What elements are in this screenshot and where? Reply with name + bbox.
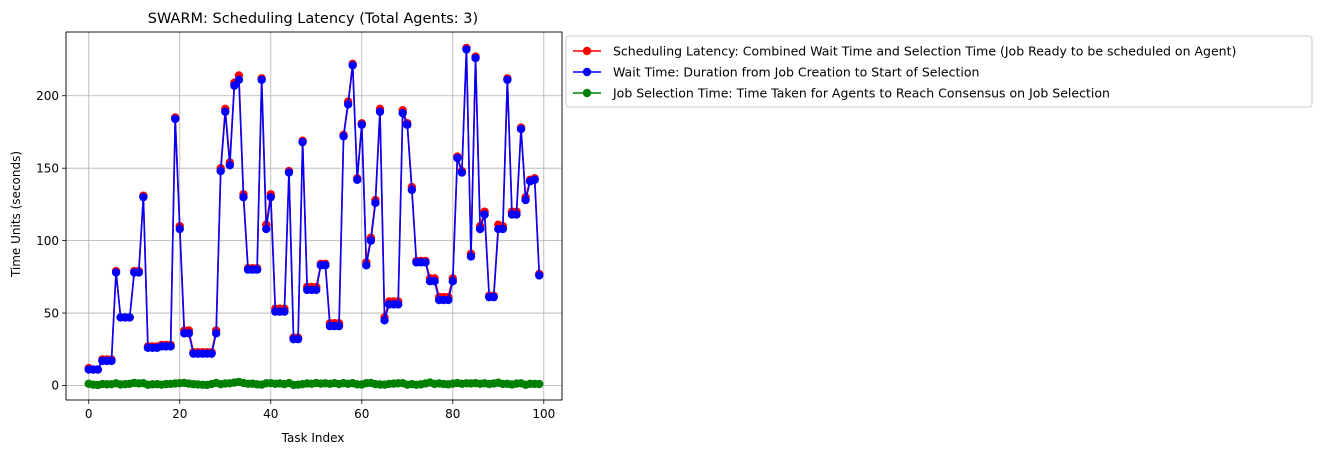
data-point — [252, 265, 262, 274]
data-point — [107, 356, 116, 366]
data-point — [471, 53, 480, 63]
data-point — [366, 236, 376, 245]
data-point — [262, 224, 271, 234]
data-point — [175, 224, 184, 234]
data-point — [444, 295, 453, 305]
data-point — [407, 185, 417, 195]
data-point — [393, 300, 403, 309]
data-point — [475, 224, 485, 234]
series-layer — [84, 43, 544, 390]
data-point — [403, 120, 412, 129]
y-tick-label: 0 — [51, 379, 59, 393]
data-point — [498, 224, 508, 234]
data-point — [284, 168, 294, 177]
data-point — [266, 192, 275, 202]
x-tick-label: 80 — [445, 407, 460, 421]
data-point — [398, 108, 407, 118]
data-point — [298, 137, 307, 147]
data-point — [343, 100, 353, 109]
data-point — [111, 268, 121, 277]
data-point — [139, 192, 148, 202]
data-point — [362, 261, 371, 270]
data-point — [221, 107, 230, 116]
data-point — [339, 132, 348, 141]
data-point — [211, 329, 221, 338]
data-point — [353, 175, 362, 184]
data-point — [489, 292, 498, 302]
data-point — [225, 161, 235, 170]
data-point — [93, 365, 103, 374]
data-point — [371, 198, 380, 208]
y-tick-label: 200 — [36, 89, 59, 103]
data-point — [357, 120, 366, 129]
x-tick-label: 20 — [172, 407, 187, 421]
x-tick-label: 60 — [354, 407, 369, 421]
data-point — [516, 124, 526, 134]
data-point — [207, 349, 216, 358]
data-point — [234, 75, 244, 85]
data-point — [466, 252, 476, 261]
y-axis-title: Time Units (seconds) — [9, 151, 23, 278]
data-point — [257, 75, 266, 85]
y-axis-ticks: 0 50 100 150 200 — [36, 89, 66, 393]
series-1 — [84, 45, 544, 374]
data-point — [535, 379, 544, 389]
data-point — [334, 321, 344, 331]
legend: Scheduling Latency: Combined Wait Time a… — [565, 35, 1313, 108]
y-tick-label: 50 — [44, 306, 59, 320]
data-point — [280, 307, 289, 316]
data-point — [375, 107, 385, 116]
legend-entry-wait-time: Wait Time: Duration from Job Creation to… — [573, 65, 979, 80]
data-point — [166, 342, 175, 351]
data-point — [348, 61, 357, 70]
x-tick-label: 0 — [85, 407, 93, 421]
legend-marker — [582, 88, 592, 98]
data-point — [312, 285, 321, 295]
y-tick-label: 150 — [36, 161, 59, 175]
data-point — [380, 316, 389, 325]
y-tick-label: 100 — [36, 234, 59, 248]
x-tick-label: 40 — [263, 407, 278, 421]
data-point — [530, 175, 539, 184]
legend-label: Scheduling Latency: Combined Wait Time a… — [613, 44, 1236, 59]
data-point — [293, 334, 303, 344]
data-point — [430, 277, 439, 286]
legend-box — [565, 35, 1313, 108]
chart-title: SWARM: Scheduling Latency (Total Agents:… — [148, 11, 478, 27]
data-point — [216, 166, 225, 176]
series-line — [88, 48, 541, 371]
x-axis-ticks: 0 20 40 60 80 100 — [85, 400, 555, 421]
legend-marker — [582, 46, 592, 56]
data-point — [134, 268, 144, 277]
data-point — [453, 153, 462, 163]
data-point — [512, 210, 521, 219]
legend-label: Job Selection Time: Time Taken for Agent… — [612, 86, 1110, 101]
data-point — [184, 329, 194, 338]
data-point — [171, 114, 180, 124]
legend-entry-job-selection-time: Job Selection Time: Time Taken for Agent… — [573, 86, 1110, 101]
data-point — [480, 210, 489, 219]
data-point — [503, 75, 512, 85]
legend-marker — [582, 67, 592, 77]
data-point — [239, 192, 248, 202]
x-axis-title: Task Index — [281, 431, 345, 445]
data-point — [457, 168, 467, 177]
data-point — [448, 277, 457, 286]
series-2 — [84, 377, 544, 390]
data-point — [521, 195, 530, 205]
data-point — [230, 81, 239, 90]
data-point — [535, 271, 544, 280]
plot-frame — [65, 31, 563, 401]
legend-entry-scheduling-latency: Scheduling Latency: Combined Wait Time a… — [573, 44, 1236, 59]
data-point — [125, 313, 134, 322]
data-point — [421, 258, 430, 267]
data-point — [462, 45, 471, 54]
x-tick-label: 100 — [532, 407, 555, 421]
legend-label: Wait Time: Duration from Job Creation to… — [613, 65, 979, 80]
plot-area — [65, 31, 563, 401]
data-point — [321, 261, 330, 270]
